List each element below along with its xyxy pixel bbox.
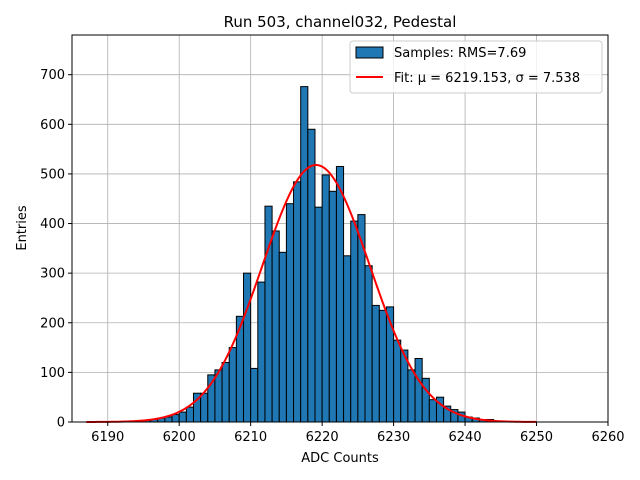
histogram-bar [164, 416, 173, 423]
x-tick-label: 6210 [234, 430, 267, 445]
x-axis-ticks: 6190 6200 6210 6220 6230 6240 6250 6260 [91, 422, 625, 445]
histogram-bar [371, 304, 380, 423]
histogram-bar [278, 251, 287, 423]
legend-fit-label: Fit: μ = 6219.153, σ = 7.538 [394, 71, 580, 86]
plot-frame [71, 34, 609, 423]
x-tick-label: 6260 [591, 430, 624, 445]
y-axis-ticks: 0 100 200 300 400 500 600 700 [40, 68, 72, 431]
histogram-bar [243, 272, 252, 423]
y-tick-label: 500 [40, 167, 65, 182]
y-tick-label: 100 [40, 366, 65, 381]
y-tick-label: 700 [40, 68, 65, 83]
histogram-bar [307, 128, 316, 423]
x-tick-label: 6250 [520, 430, 553, 445]
y-tick-label: 0 [57, 416, 65, 431]
x-tick-label: 6200 [163, 430, 196, 445]
histogram-bar [171, 414, 180, 423]
histogram-bar [335, 165, 345, 423]
histogram-bar [228, 347, 237, 423]
histogram-bar [414, 357, 423, 423]
histogram-bar [407, 369, 416, 423]
x-tick-label: 6220 [306, 430, 339, 445]
histogram-bars [135, 86, 509, 423]
legend: Samples: RMS=7.69 Fit: μ = 6219.153, σ =… [349, 40, 603, 94]
histogram-bar [357, 214, 366, 423]
x-axis-title: ADC Counts [301, 451, 379, 466]
y-tick-label: 600 [40, 118, 65, 133]
chart-title: Run 503, channel032, Pedestal [224, 13, 457, 31]
histogram-bar [257, 281, 266, 423]
x-tick-label: 6240 [449, 430, 482, 445]
y-tick-label: 400 [40, 217, 65, 232]
x-tick-label: 6190 [91, 430, 124, 445]
histogram-bar [350, 220, 359, 423]
histogram-bar [250, 367, 259, 423]
histogram-bar [343, 255, 352, 423]
legend-box [349, 40, 603, 94]
legend-histogram-label: Samples: RMS=7.69 [394, 46, 526, 61]
x-tick-label: 6230 [377, 430, 410, 445]
histogram-bar [328, 190, 337, 423]
histogram-bar [300, 86, 309, 423]
fit-curve-group [86, 164, 537, 423]
histogram-bar [221, 361, 230, 423]
histogram-bar [200, 392, 209, 423]
y-axis-title: Entries [15, 205, 30, 251]
histogram-bar [428, 399, 437, 423]
y-tick-label: 300 [40, 267, 65, 282]
legend-histogram-swatch [355, 46, 384, 59]
histogram-bar [321, 174, 330, 423]
histogram-bar [185, 406, 194, 423]
histogram-bar [271, 230, 280, 423]
y-tick-label: 200 [40, 316, 65, 331]
histogram-bar [393, 339, 402, 423]
histogram-bar [178, 411, 187, 423]
histogram-bar [293, 181, 302, 423]
histogram-bar [314, 206, 323, 423]
histogram-bar [364, 265, 373, 423]
fit-curve [86, 164, 537, 423]
histogram-bar [378, 309, 387, 423]
histogram-bar [285, 203, 295, 423]
